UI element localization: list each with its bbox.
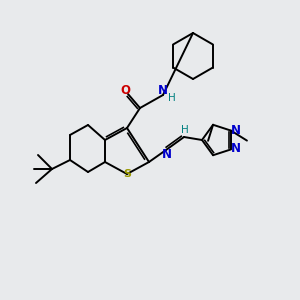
Text: O: O <box>120 85 130 98</box>
Text: N: N <box>158 85 168 98</box>
Text: N: N <box>231 124 241 137</box>
Text: H: H <box>168 93 176 103</box>
Text: S: S <box>123 169 131 179</box>
Text: N: N <box>162 148 172 161</box>
Text: H: H <box>181 125 189 135</box>
Text: N: N <box>231 142 241 155</box>
